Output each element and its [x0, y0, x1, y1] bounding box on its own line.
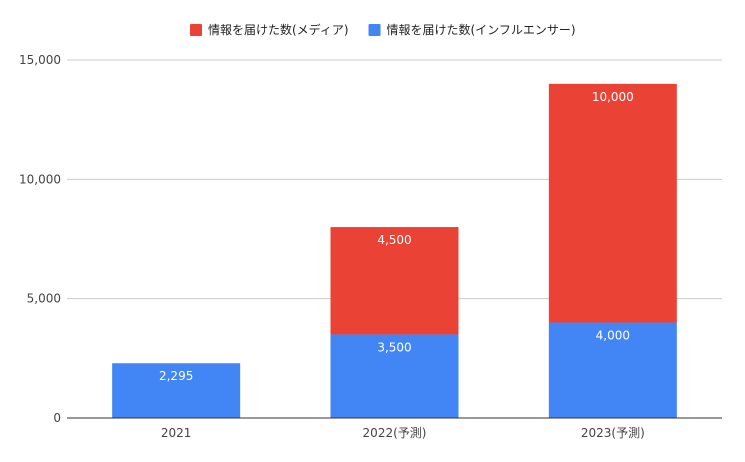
bar-segment: [548, 83, 677, 323]
bar-segment: [112, 363, 241, 418]
bar-segment: [330, 334, 459, 418]
x-tick-label: 2021: [161, 426, 192, 440]
bar-segment: [548, 322, 677, 418]
y-tick-label: 10,000: [19, 172, 61, 186]
legend-label: 情報を届けた数(インフルエンサー): [387, 22, 576, 37]
bar-segment: [330, 227, 459, 335]
legend: 情報を届けた数(メディア) 情報を届けた数(インフルエンサー): [190, 22, 576, 37]
y-tick-label: 0: [53, 411, 61, 425]
x-axis: 2021 2022(予測) 2023(予測): [67, 417, 722, 440]
data-label: 4,500: [377, 233, 411, 247]
legend-swatch: [368, 24, 381, 36]
data-label: 3,500: [377, 340, 411, 354]
data-label: 4,000: [596, 329, 630, 343]
bars: [112, 83, 677, 418]
y-tick-label: 5,000: [27, 292, 61, 306]
x-tick-label: 2023(予測): [581, 426, 645, 440]
data-labels: 2,295 3,500 4,500 4,000 10,000: [159, 90, 634, 383]
legend-swatch: [190, 24, 202, 36]
y-tick-label: 15,000: [19, 53, 61, 67]
data-label: 10,000: [592, 90, 634, 104]
x-tick-label: 2022(予測): [363, 426, 427, 440]
legend-label: 情報を届けた数(メディア): [208, 22, 349, 37]
data-label: 2,295: [159, 369, 193, 383]
